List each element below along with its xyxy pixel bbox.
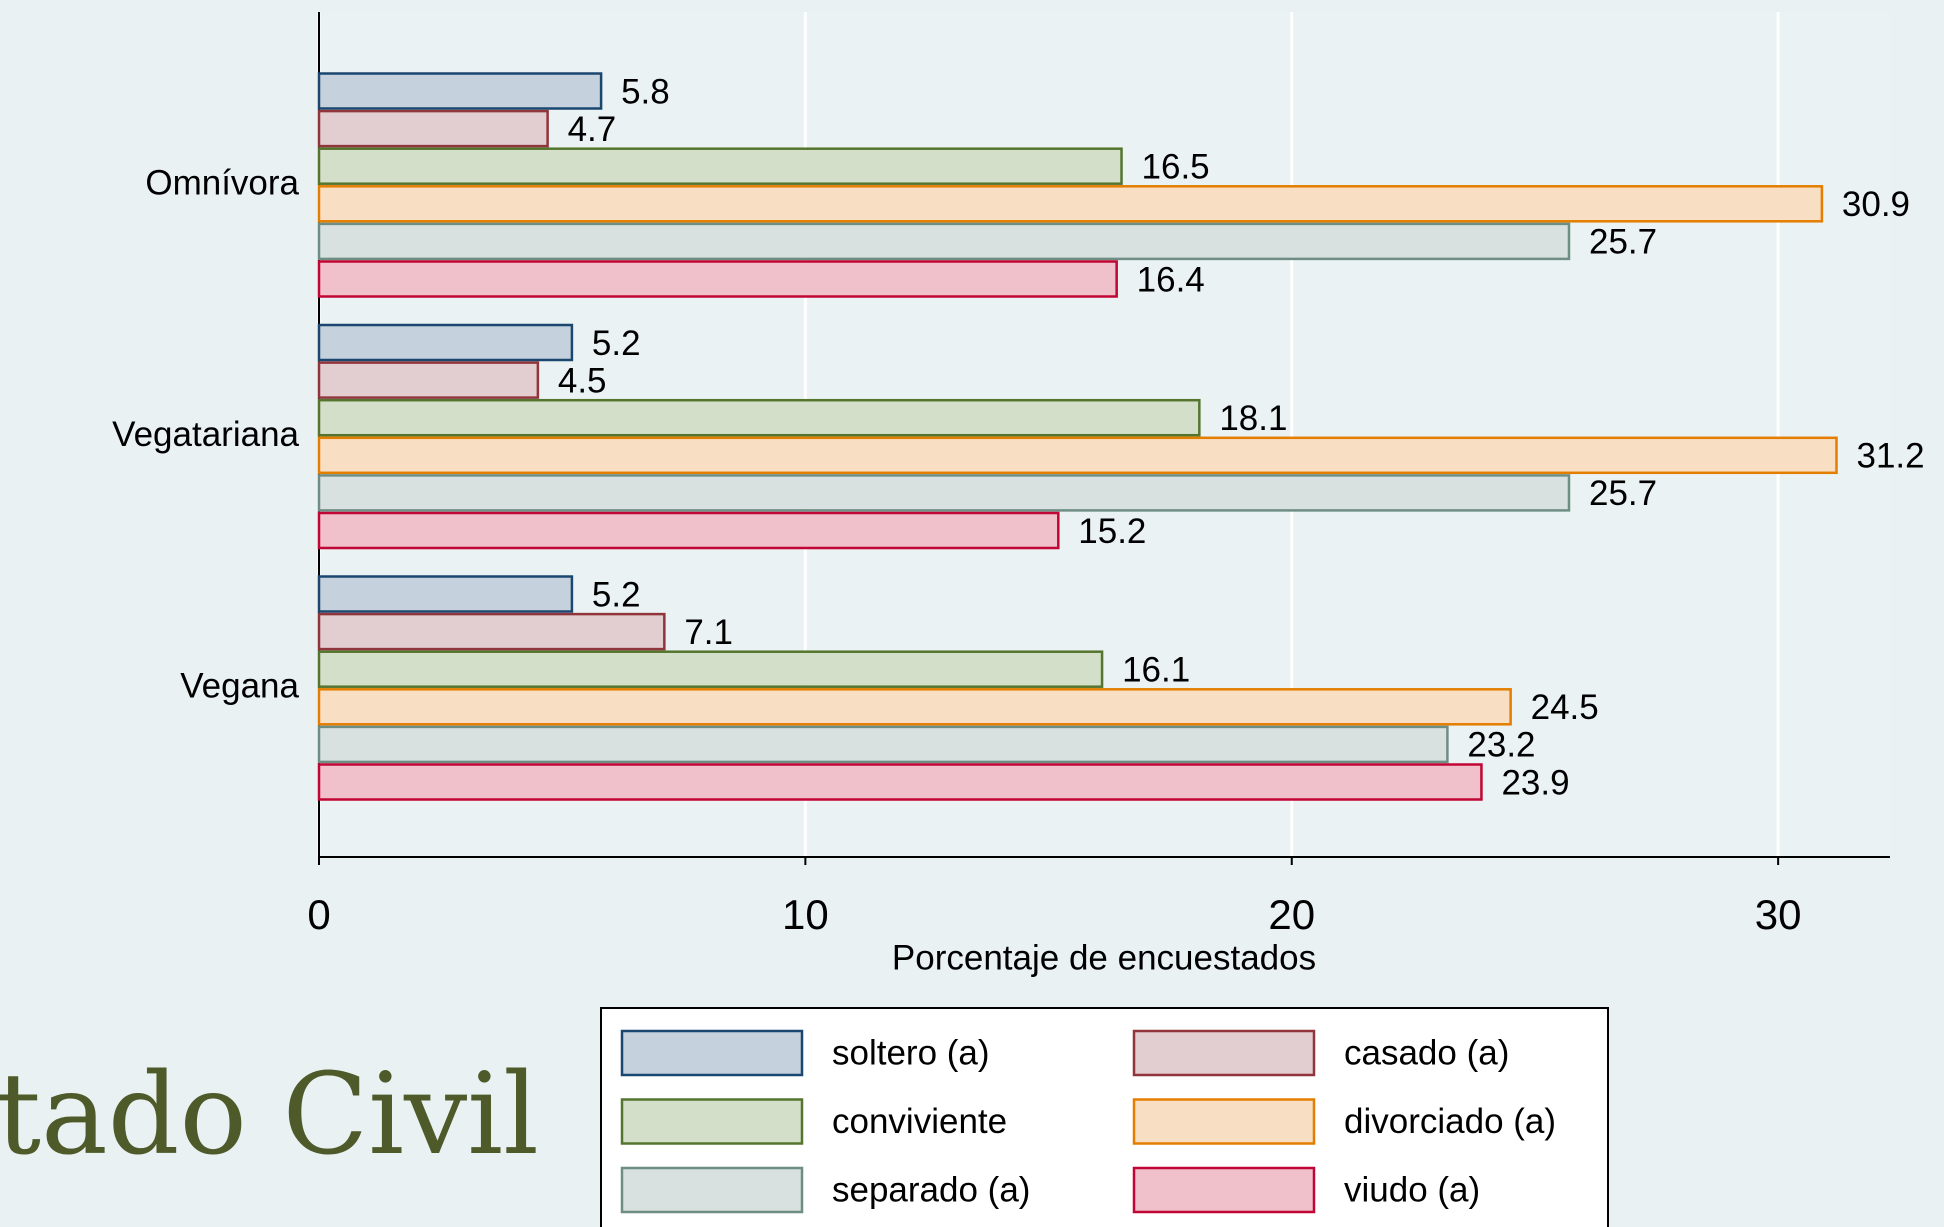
- value-label: 5.8: [621, 72, 670, 111]
- legend-swatch: [1132, 1166, 1316, 1214]
- value-label: 5.2: [592, 324, 641, 363]
- bar: [317, 260, 1118, 298]
- value-label: 15.2: [1078, 512, 1146, 551]
- value-label: 16.4: [1137, 260, 1205, 299]
- bar: [317, 72, 603, 110]
- value-label: 31.2: [1856, 437, 1924, 476]
- y-tick-label: Vegatariana: [112, 415, 299, 454]
- legend-label: soltero (a): [832, 1033, 990, 1072]
- value-label: 30.9: [1842, 185, 1910, 224]
- bar: [317, 650, 1104, 688]
- value-label: 7.1: [684, 613, 733, 652]
- bar: [317, 222, 1571, 261]
- legend-swatch: [620, 1166, 804, 1214]
- y-tick-label: Omnívora: [145, 163, 299, 202]
- bar: [317, 436, 1838, 475]
- bar: [317, 511, 1060, 550]
- value-label: 4.5: [558, 361, 607, 400]
- bar: [317, 688, 1512, 726]
- value-label: 5.2: [592, 575, 641, 614]
- value-label: 25.7: [1589, 474, 1657, 513]
- bar: [317, 725, 1449, 764]
- value-label: 24.5: [1531, 688, 1599, 727]
- x-tick-label: 30: [1755, 891, 1802, 938]
- x-tick-label: 20: [1268, 891, 1315, 938]
- y-tick-label: Vegana: [180, 666, 299, 705]
- bar: [317, 763, 1483, 801]
- value-label: 16.1: [1122, 650, 1190, 689]
- legend-label: divorciado (a): [1344, 1102, 1556, 1141]
- legend-label: casado (a): [1344, 1033, 1509, 1072]
- value-label: 23.9: [1501, 763, 1569, 802]
- value-label: 16.5: [1142, 147, 1210, 186]
- legend-swatch: [620, 1029, 804, 1077]
- bar: [317, 612, 666, 651]
- x-axis-label: Porcentaje de encuestados: [892, 938, 1316, 977]
- value-label: 4.7: [568, 110, 617, 149]
- bar: [317, 474, 1571, 512]
- bar: [317, 361, 540, 399]
- value-label: 25.7: [1589, 223, 1657, 262]
- legend-swatch: [620, 1098, 804, 1145]
- legend-swatch: [1132, 1029, 1316, 1077]
- value-label: 23.2: [1467, 726, 1535, 765]
- legend-label: separado (a): [832, 1170, 1030, 1209]
- bar: [317, 398, 1201, 437]
- bar: [317, 109, 549, 148]
- value-label: 18.1: [1219, 399, 1287, 438]
- legend-label: viudo (a): [1344, 1170, 1480, 1209]
- bar: [317, 323, 574, 362]
- legend-label: conviviente: [832, 1102, 1007, 1141]
- legend-swatch: [1132, 1098, 1316, 1145]
- bar: [317, 575, 574, 613]
- bar: [317, 147, 1123, 185]
- bar: [317, 185, 1824, 223]
- x-tick-label: 0: [307, 891, 330, 938]
- background-title: tado Civil: [0, 1050, 539, 1180]
- x-tick-label: 10: [782, 891, 829, 938]
